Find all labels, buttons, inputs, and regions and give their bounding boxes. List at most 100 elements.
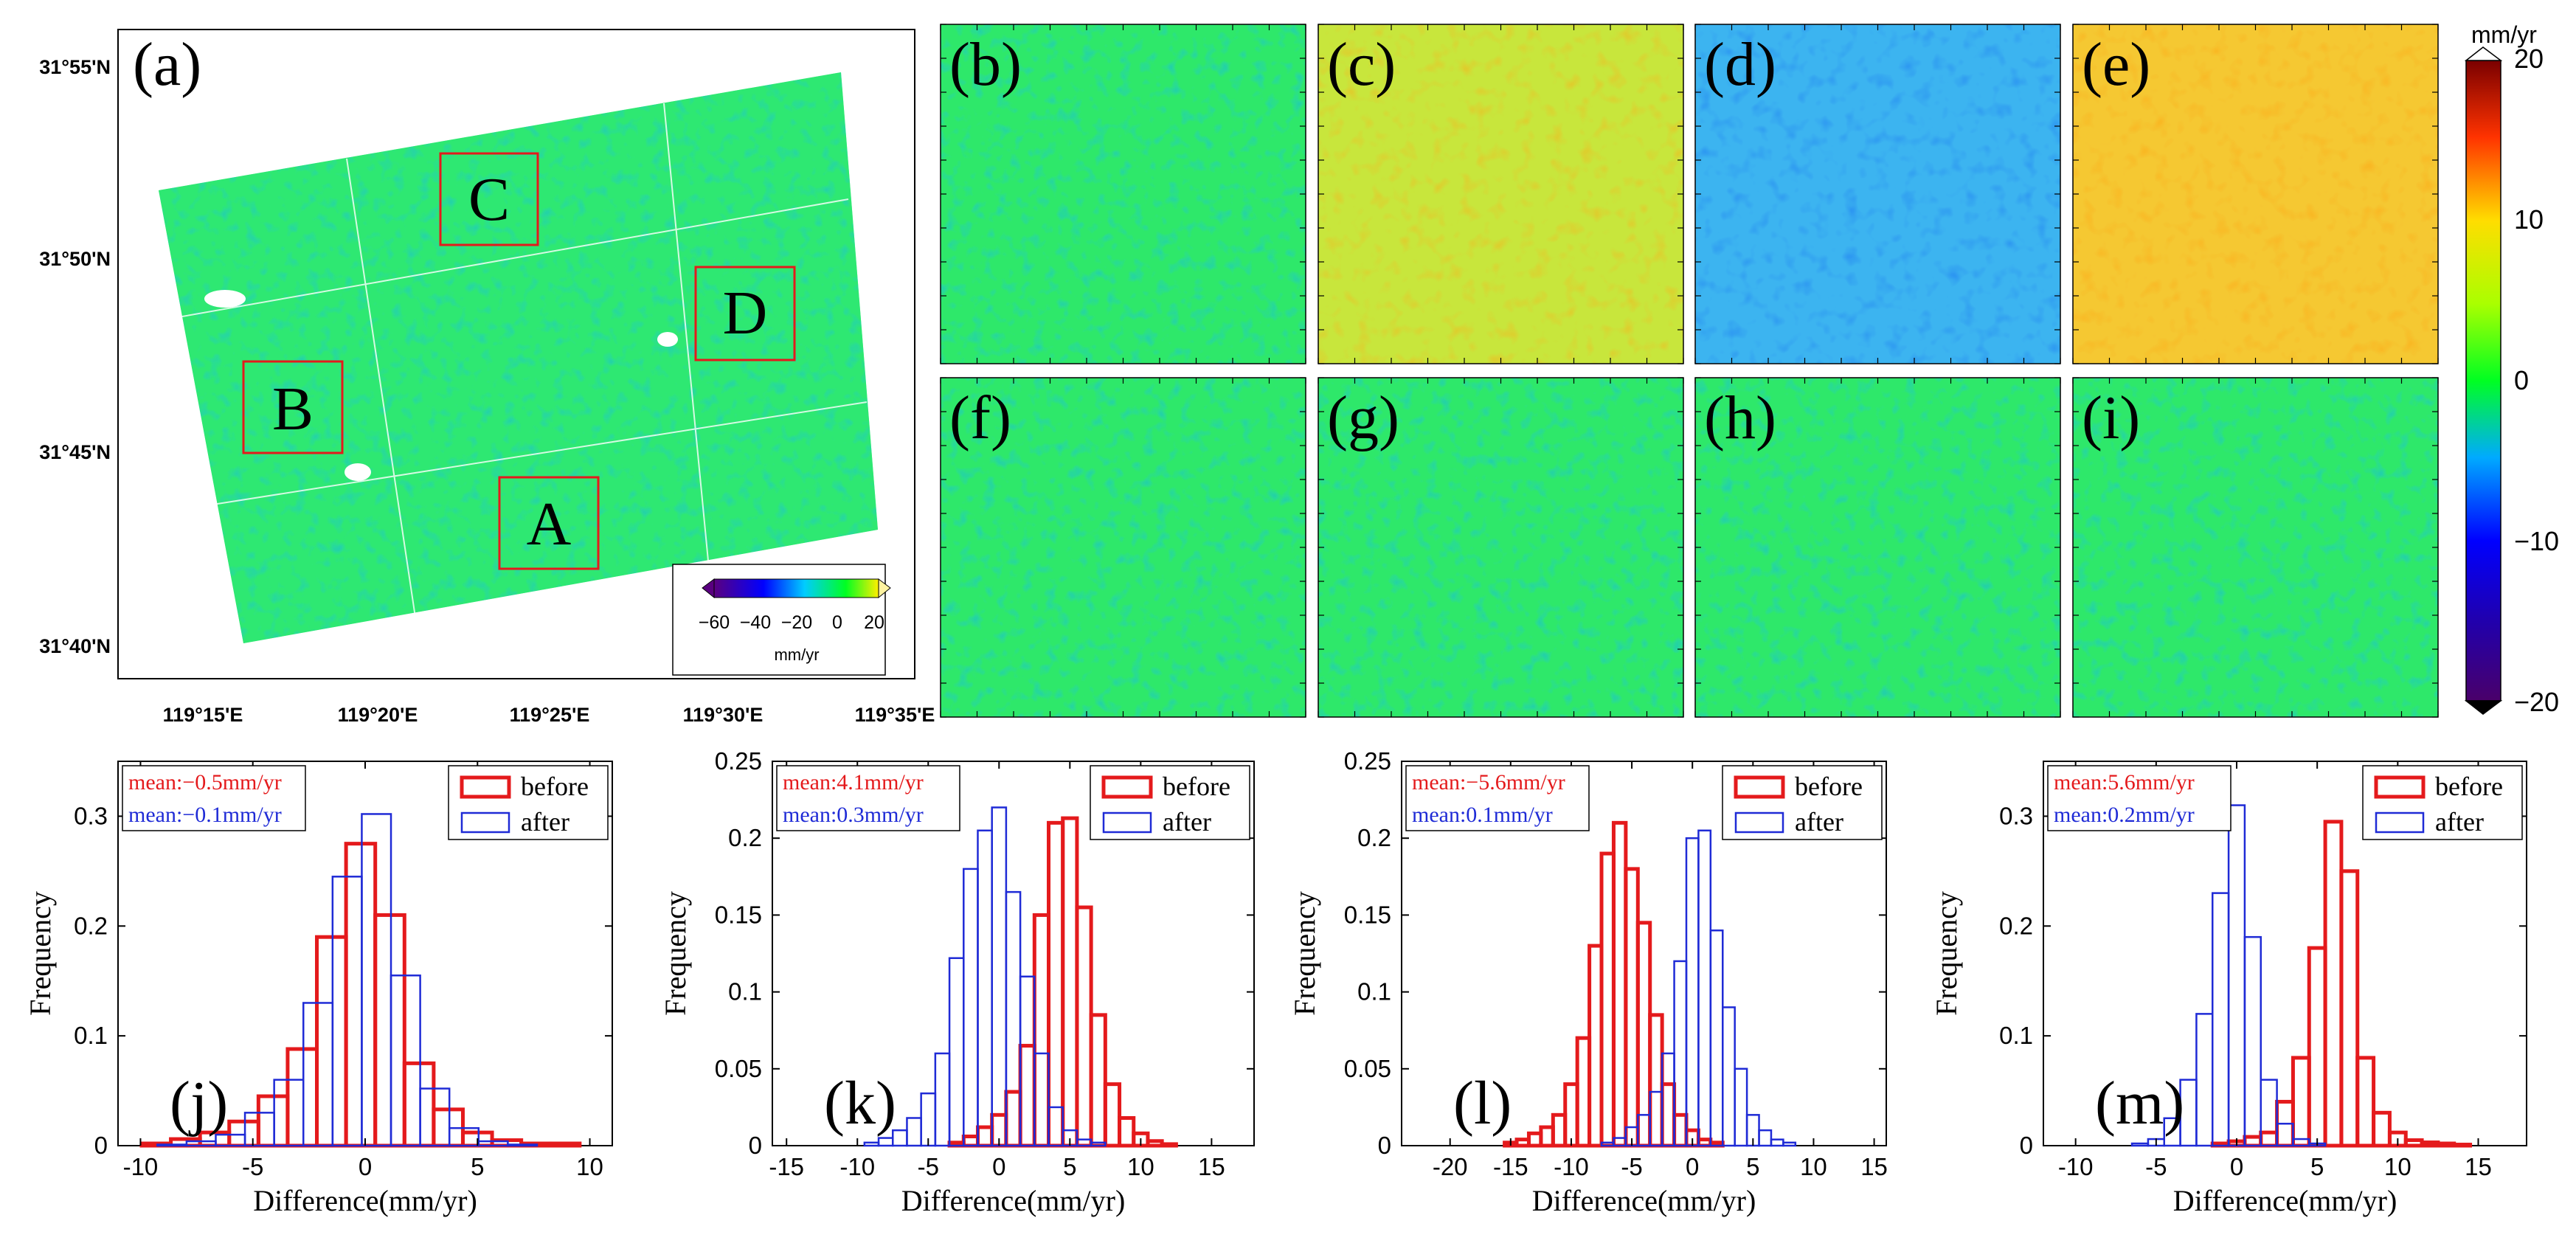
- ytick-k-2: 0.1: [728, 978, 762, 1005]
- panel-label-d: (d): [1704, 30, 1776, 99]
- bar-after-j-10: [448, 1126, 480, 1147]
- detail-panel-g-texture: [1318, 378, 1683, 717]
- lat-tick-40: 31°40'N: [39, 635, 111, 657]
- ytick-m-1: 0.1: [1999, 1022, 2033, 1049]
- panel-label-a: (a): [133, 30, 201, 99]
- panel-label-j: (j): [170, 1069, 228, 1138]
- mean-after-k: mean:0.3mm/yr: [783, 803, 924, 827]
- bar-after-k-16: [1090, 1141, 1107, 1147]
- area-box-b: [242, 360, 344, 454]
- area-box-a: [498, 476, 600, 570]
- legend-swatch-before-j: [460, 775, 511, 799]
- ytick-m-3: 0.3: [1999, 802, 2033, 829]
- xtick-l-1: -15: [1493, 1153, 1528, 1180]
- legend-label-after-j: after: [521, 807, 569, 837]
- xtick-k-2: -5: [918, 1153, 939, 1180]
- ytick-k-3: 0.15: [715, 901, 762, 928]
- ytick-k-5: 0.25: [715, 747, 762, 775]
- ytick-l-1: 0.05: [1344, 1055, 1391, 1082]
- right-colorbar-tick-0: 0: [2514, 365, 2529, 395]
- xtick-m-2: 0: [2230, 1153, 2243, 1180]
- lon-tick-35: 119°35'E: [855, 704, 935, 726]
- mean-box-frame-j: [122, 765, 306, 831]
- area-label-a: A: [527, 490, 572, 558]
- detail-panel-g: (g): [1318, 377, 1684, 718]
- detail-panel-f: (f): [940, 377, 1306, 718]
- xtick-k-6: 15: [1198, 1153, 1225, 1180]
- ytick-j-3: 0.3: [74, 802, 108, 829]
- ytick-l-2: 0.1: [1357, 978, 1391, 1005]
- ytick-j-0: 0: [94, 1132, 108, 1159]
- legend-label-after-m: after: [2435, 807, 2484, 837]
- xtick-l-2: -10: [1554, 1153, 1589, 1180]
- detail-panel-e-ticks: [2072, 24, 2439, 364]
- right-colorbar-unit: mm/yr: [2471, 21, 2537, 48]
- panel-label-g: (g): [1327, 384, 1399, 452]
- xtick-j-1: -5: [242, 1153, 263, 1180]
- xtick-j-4: 10: [576, 1153, 603, 1180]
- xlabel-j: Difference(mm/yr): [253, 1184, 477, 1217]
- inset-colorbar-ramp: [713, 578, 879, 598]
- detail-panel-f-ticks: [940, 377, 1306, 718]
- ylabel-k: Frequency: [659, 891, 692, 1016]
- xtick-l-7: 15: [1860, 1153, 1888, 1180]
- area-label-c: C: [468, 165, 510, 234]
- xtick-k-3: 0: [992, 1153, 1005, 1180]
- inset-tick-3: 0: [832, 612, 842, 633]
- lon-tick-20: 119°20'E: [338, 704, 418, 726]
- xtick-l-5: 5: [1746, 1153, 1759, 1180]
- histogram-m: -10 -5 0 5 10 15 0 0.1 0.2 0.3 Difference(mm/yr) Fr…: [1930, 761, 2527, 1217]
- detail-panel-b-texture: [941, 24, 1306, 364]
- right-colorbar-tick-20: 20: [2514, 44, 2544, 74]
- bar-after-l-15: [1782, 1141, 1797, 1147]
- ytick-k-0: 0: [749, 1132, 762, 1159]
- inset-tick-4: 20: [864, 612, 884, 633]
- detail-panels: (b) (c) (d) (e) (f) (g) (h) (i): [940, 24, 2439, 718]
- inset-tick-1: −40: [740, 612, 771, 633]
- legend-label-before-j: before: [521, 772, 589, 801]
- legend-swatch-after-l: [1734, 811, 1784, 834]
- bar-before-k-11: [1103, 1082, 1122, 1148]
- ytick-l-3: 0.15: [1344, 901, 1391, 928]
- detail-panel-e: (e): [2072, 24, 2439, 364]
- detail-panel-e-texture: [2073, 24, 2438, 364]
- xtick-m-3: 5: [2310, 1153, 2324, 1180]
- histogram-k: -15 -10 -5 0 5 10 15 0 0.05 0.1 0.15 0.2 0.25 Differe…: [659, 747, 1255, 1217]
- lon-tick-15: 119°15'E: [163, 704, 243, 726]
- legend-m: before after: [2362, 765, 2523, 840]
- legend-label-before-l: before: [1795, 772, 1863, 801]
- ytick-m-0: 0: [2020, 1132, 2033, 1159]
- bar-before-m-8: [2339, 869, 2360, 1148]
- ytick-l-5: 0.25: [1344, 747, 1391, 775]
- ytick-k-1: 0.05: [715, 1055, 762, 1082]
- bar-after-l-11: [1734, 1067, 1748, 1147]
- right-colorbar-tick-10: 10: [2514, 204, 2544, 235]
- inset-tick-2: −20: [781, 612, 812, 633]
- xtick-k-5: 10: [1127, 1153, 1154, 1180]
- mean-after-l: mean:0.1mm/yr: [1412, 803, 1553, 827]
- panel-label-f: (f): [949, 384, 1011, 452]
- panel-label-h: (h): [1704, 384, 1776, 452]
- lat-tick-45: 31°45'N: [39, 441, 111, 463]
- ylabel-m: Frequency: [1930, 891, 1963, 1016]
- xtick-m-0: -10: [2058, 1153, 2094, 1180]
- xlabel-l: Difference(mm/yr): [1532, 1184, 1756, 1217]
- right-colorbar-min-arrow: [2464, 700, 2503, 715]
- bar-after-m-7: [2243, 935, 2262, 1147]
- bar-after-m-8: [2260, 1079, 2278, 1147]
- legend-label-after-k: after: [1163, 807, 1211, 837]
- detail-panel-h: (h): [1694, 377, 2061, 718]
- bar-after-l-13: [1758, 1129, 1773, 1147]
- mean-box-k: mean:4.1mm/yr mean:0.3mm/yr: [776, 765, 960, 831]
- legend-swatch-before-k: [1101, 775, 1153, 799]
- bar-before-m-14: [2436, 1141, 2456, 1148]
- xtick-l-6: 10: [1800, 1153, 1827, 1180]
- legend-label-before-m: before: [2435, 772, 2503, 801]
- right-colorbar-ramp: [2465, 60, 2501, 702]
- area-boxes: [242, 152, 796, 570]
- xtick-m-5: 15: [2465, 1153, 2492, 1180]
- legend-label-after-l: after: [1795, 807, 1843, 837]
- xlabel-m: Difference(mm/yr): [2173, 1184, 2397, 1217]
- legend-swatch-before-m: [2374, 775, 2426, 799]
